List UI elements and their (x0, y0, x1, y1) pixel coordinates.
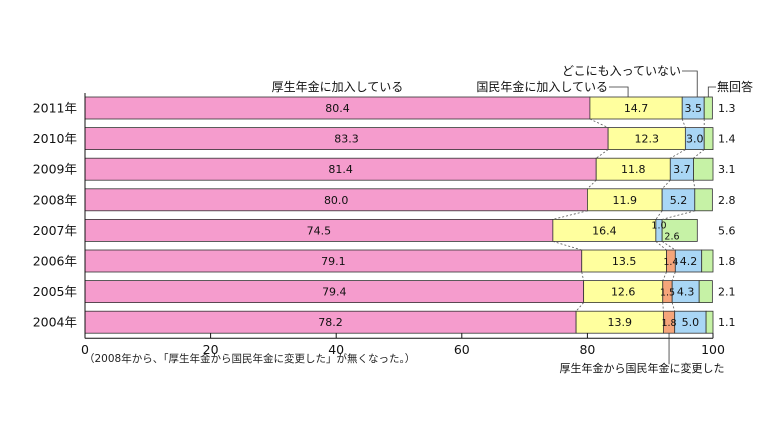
data-label: 1.5 (660, 288, 675, 299)
legend-label: 国民年金に加入している (476, 79, 608, 94)
category-label: 2009年 (33, 162, 77, 177)
legend-label: 厚生年金から国民年金に変更した (560, 361, 725, 375)
connector-line (671, 302, 676, 312)
bar-segment (705, 310, 714, 334)
category-label: 2004年 (33, 315, 77, 330)
category-label: 2007年 (33, 223, 77, 238)
data-label: 1.0 (651, 220, 666, 231)
x-tick-label: 20 (203, 342, 219, 357)
category-label: 2010年 (33, 131, 77, 146)
data-label: 81.4 (328, 163, 353, 176)
leader-line (609, 86, 629, 97)
data-label: 3.7 (673, 163, 691, 176)
data-label: 2.6 (664, 231, 679, 242)
data-label: 12.3 (634, 133, 659, 146)
data-label: 1.4 (663, 257, 678, 268)
chart-footnote: （2008年から、「厚生年金から国民年金に変更した」が無くなった。） (84, 353, 416, 365)
connector-line (662, 210, 695, 220)
legend-label: 厚生年金に加入している (272, 79, 404, 94)
data-label: 4.3 (677, 286, 695, 299)
bar-segment (693, 157, 714, 181)
data-label: 3.0 (686, 133, 704, 146)
category-label: 2005年 (33, 284, 77, 299)
category-label: 2008年 (33, 192, 77, 207)
data-label: 1.1 (718, 316, 736, 329)
bar-segment (703, 127, 714, 150)
leader-line (707, 86, 716, 97)
bar-segment (703, 96, 713, 120)
bar-segment (701, 249, 714, 273)
x-tick-label: 60 (454, 342, 470, 357)
legend-label: 無回答 (717, 79, 753, 94)
connector-line (655, 210, 663, 220)
connector-line (662, 271, 667, 281)
data-label: 16.4 (592, 224, 617, 237)
category-label: 2006年 (33, 254, 77, 269)
connector-line (662, 302, 664, 312)
connector-line (575, 302, 584, 312)
connector-line (589, 118, 609, 128)
bar-segment (698, 280, 713, 304)
connector-line (595, 149, 609, 159)
data-label: 4.2 (680, 255, 698, 268)
data-label: 2.8 (718, 194, 736, 207)
data-label: 83.3 (334, 133, 359, 146)
legend-label: どこにも入っていない (562, 64, 681, 78)
connector-line (655, 241, 667, 251)
data-label: 79.1 (321, 255, 346, 268)
data-label: 1.3 (718, 102, 736, 115)
data-label: 3.5 (684, 102, 702, 115)
data-label: 78.2 (318, 316, 343, 329)
connector-line (552, 241, 582, 251)
x-tick-label: 100 (701, 342, 725, 357)
bar-segment (661, 218, 698, 242)
connector-line (587, 179, 597, 190)
data-label: 5.2 (670, 194, 688, 207)
data-label: 80.4 (325, 102, 350, 115)
connector-line (661, 241, 676, 251)
leader-line (682, 70, 698, 97)
connector-line (670, 149, 686, 159)
connector-line (693, 149, 705, 159)
category-label: 2011年 (33, 101, 77, 116)
x-tick-label: 40 (328, 342, 344, 357)
x-tick-label: 0 (81, 342, 89, 357)
data-label: 14.7 (624, 102, 649, 115)
connector-line (552, 210, 588, 220)
data-label: 1.4 (718, 133, 736, 146)
connector-line (693, 180, 696, 189)
connector-line (671, 271, 676, 281)
data-label: 13.5 (612, 255, 637, 268)
data-label: 11.9 (613, 194, 638, 207)
data-label: 12.6 (611, 286, 636, 299)
data-label: 79.4 (322, 286, 347, 299)
connector-line (681, 118, 686, 128)
data-label: 2.1 (718, 286, 736, 299)
data-label: 74.5 (307, 224, 332, 237)
data-label: 80.0 (324, 194, 349, 207)
data-label: 13.9 (607, 316, 632, 329)
connector-line (661, 179, 671, 190)
data-label: 1.8 (718, 255, 736, 268)
data-label: 3.1 (718, 163, 736, 176)
bar-segment (694, 188, 713, 212)
data-label: 11.8 (621, 163, 646, 176)
x-tick-label: 80 (579, 342, 595, 357)
data-label: 1.8 (661, 318, 676, 329)
data-label: 5.6 (718, 224, 736, 237)
connector-line (581, 271, 585, 281)
data-label: 5.0 (682, 316, 700, 329)
